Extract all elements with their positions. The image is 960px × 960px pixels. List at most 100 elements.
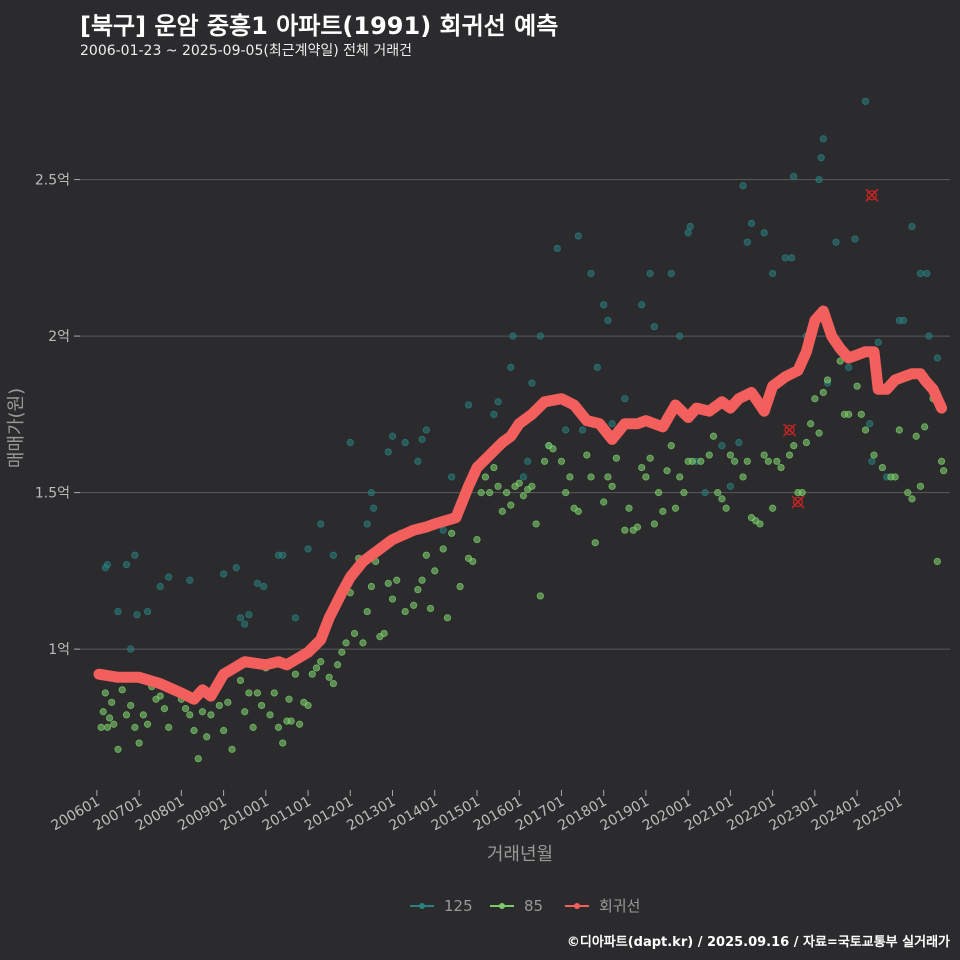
point-85 [477,489,485,497]
point-125 [726,482,734,490]
point-85 [122,711,131,719]
point-85 [367,582,376,591]
legend-dot-2 [574,903,580,909]
point-125 [735,438,743,447]
point-125 [701,489,709,497]
point-85 [790,442,798,450]
point-85 [285,695,293,703]
point-85 [857,410,865,418]
point-85 [891,473,899,481]
point-85 [110,720,118,728]
point-85 [236,676,245,685]
point-85 [498,507,506,515]
point-85 [583,451,591,459]
point-85 [638,463,646,472]
point-85 [393,576,401,584]
point-85 [486,489,494,497]
point-125 [291,614,299,622]
point-125 [384,448,392,456]
point-85 [731,457,739,465]
point-125 [528,379,536,387]
point-85 [228,745,236,753]
point-85 [291,670,299,678]
point-85 [99,708,107,716]
x-tick-label: 202501 [851,794,905,835]
point-85 [722,504,730,512]
point-85 [764,457,772,465]
point-85 [870,451,878,459]
point-85 [317,658,325,666]
point-85 [105,714,114,722]
point-85 [709,432,718,440]
point-125 [925,332,933,340]
point-85 [937,457,946,465]
point-125 [464,401,473,409]
point-125 [509,332,517,340]
point-85 [101,689,109,697]
point-85 [574,507,582,515]
point-85 [916,482,925,490]
legend-dot-0 [419,903,425,909]
point-85 [667,442,675,450]
point-85 [760,451,768,459]
point-85 [650,520,658,528]
point-125 [587,269,595,278]
point-85 [312,664,321,672]
point-85 [114,745,122,753]
point-85 [401,607,409,616]
point-125 [363,520,371,528]
point-125 [507,363,515,371]
point-85 [334,661,342,669]
point-125 [899,316,908,325]
y-axis-title: 매매가(원) [6,388,27,468]
point-85 [456,582,464,591]
point-85 [507,501,515,509]
point-85 [181,705,190,713]
point-85 [663,467,671,475]
chart-subtitle: 2006-01-23 ~ 2025-09-05(최근계약일) 전체 거래건 [80,43,412,59]
point-85 [536,592,544,600]
point-85 [473,535,481,544]
point-85 [329,679,337,688]
point-85 [410,601,418,609]
point-85 [342,639,350,647]
point-85 [502,489,511,497]
point-85 [528,482,536,490]
point-125 [578,426,587,434]
point-85 [131,723,139,731]
legend-dot-1 [499,903,505,909]
point-85 [743,457,751,465]
point-85 [769,504,777,512]
outlier-marker [792,496,804,508]
point-85 [604,473,612,481]
outlier-marker [784,424,795,436]
point-85 [621,526,629,534]
point-85 [241,708,249,716]
point-125 [186,576,194,584]
grid-lines [80,179,950,650]
point-85 [418,576,426,584]
point-85 [566,473,574,481]
point-125 [908,222,916,231]
point-125 [832,238,840,246]
point-85 [304,701,312,710]
point-85 [207,711,215,719]
point-85 [308,670,316,678]
point-85 [287,717,295,725]
point-85 [422,551,430,559]
point-85 [718,495,726,503]
point-85 [103,723,112,731]
point-125 [388,432,397,440]
point-85 [296,720,304,728]
point-125 [874,338,882,346]
point-125 [236,614,245,622]
point-85 [688,457,696,465]
point-85 [481,473,490,481]
point-125 [165,573,173,581]
point-125 [253,579,261,587]
point-85 [186,711,194,719]
point-85 [646,454,654,462]
point-85 [127,701,135,710]
point-85 [714,489,722,497]
